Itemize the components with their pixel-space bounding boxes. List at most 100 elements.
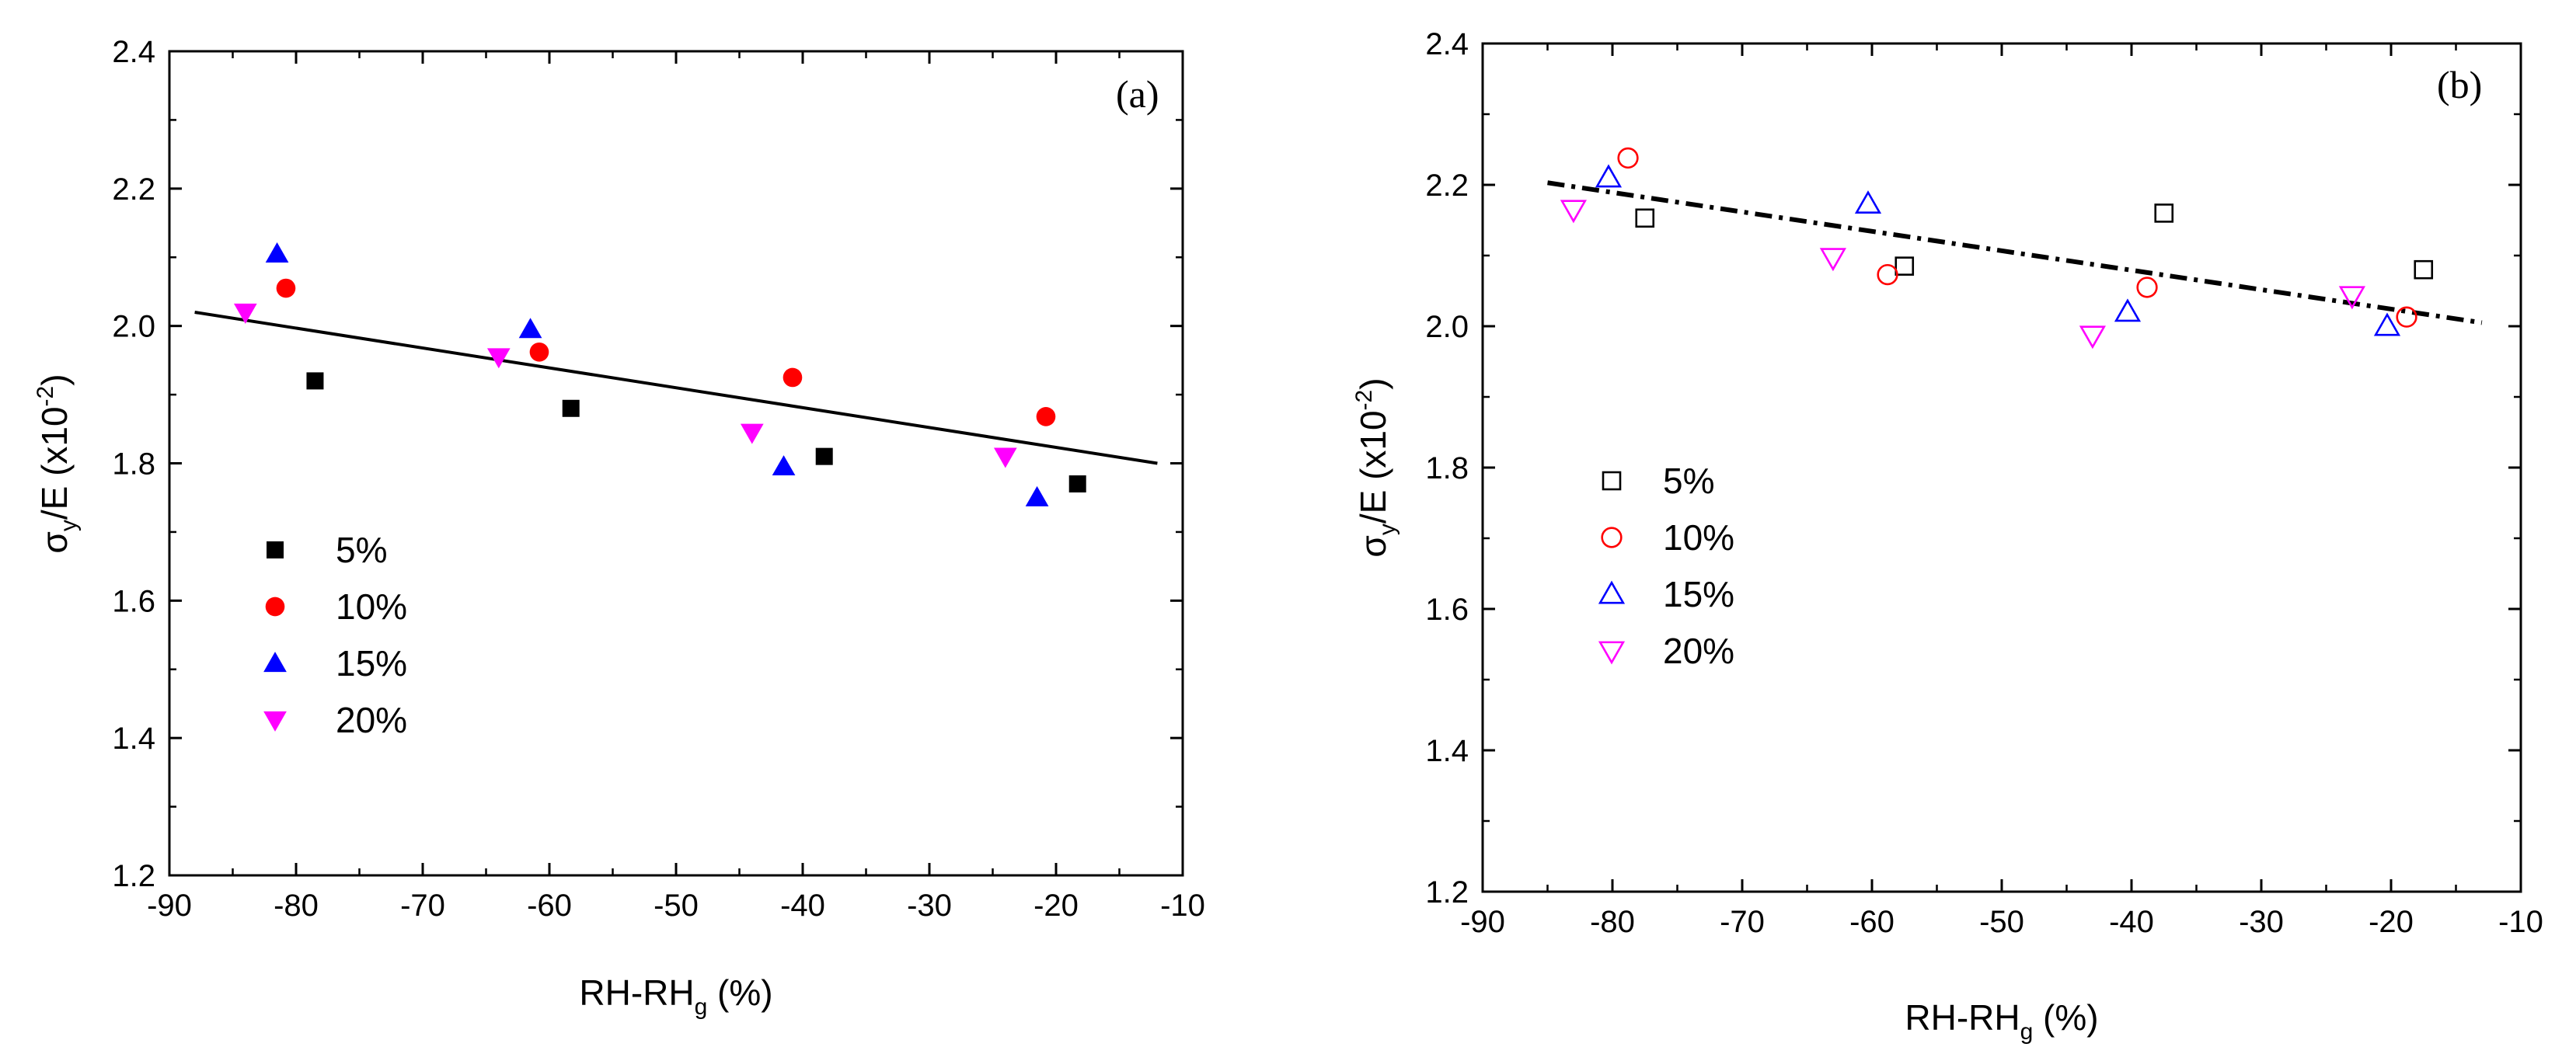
x-axis-unit-b: (%) <box>2033 997 2098 1038</box>
x-tick-label: -90 <box>147 889 192 923</box>
x-tick-label: -50 <box>1979 905 2024 939</box>
data-point-circle-a <box>1036 407 1056 426</box>
data-point-triangle-up-b <box>1595 164 1623 188</box>
x-tick-label: -20 <box>2369 905 2414 939</box>
x-tick-label: -80 <box>1590 905 1635 939</box>
y-tick-label: 1.2 <box>112 859 155 893</box>
y-axis-mid-a: /E (x10 <box>34 406 75 520</box>
x-axis-title-b: RH-RHg (%) <box>1905 997 2098 1045</box>
y-axis-mid-b: /E (x10 <box>1353 410 1393 524</box>
legend-marker-triangle-down-b <box>1598 641 1626 665</box>
data-point-triangle-up-b <box>1854 190 1882 214</box>
data-point-triangle-up-a <box>265 242 289 263</box>
x-tick-label: -40 <box>780 889 825 923</box>
y-tick-label: 1.2 <box>1425 875 1469 910</box>
legend-label-a: 20% <box>336 700 407 740</box>
x-axis-title-a: RH-RHg (%) <box>579 972 772 1020</box>
legend-marker-circle-a <box>265 597 285 617</box>
y-axis-sigma-a: σ <box>34 531 75 553</box>
legend-marker-triangle-down-a <box>263 711 287 732</box>
tick-labels-b: -90 -80 -70 -60 -50 -40 -30 -20 -10 1.2 1.4 1.6 1.8 2… <box>1425 27 2543 939</box>
ticks-a <box>168 50 1184 877</box>
legend-marker-square-b <box>1602 471 1622 491</box>
data-point-circle-b <box>2396 306 2417 328</box>
data-point-triangle-up-b <box>2373 312 2401 336</box>
x-axis-unit-a: (%) <box>707 972 772 1013</box>
plot-frame-a <box>168 50 1184 877</box>
markers-a <box>233 242 1086 506</box>
data-point-square-b <box>2414 259 2434 280</box>
legend-b: 5% 10% 15% 20% <box>1598 461 1734 671</box>
legend-marker-circle-b <box>1601 527 1623 548</box>
legend-label-b: 10% <box>1663 517 1734 558</box>
data-point-triangle-down-b <box>2338 286 2365 310</box>
legend-marker-triangle-up-b <box>1598 580 1626 604</box>
legend-label-b: 20% <box>1663 631 1734 671</box>
data-point-circle-a <box>529 342 549 362</box>
x-tick-label: -60 <box>1849 905 1895 939</box>
y-tick-label: 1.4 <box>1425 734 1469 768</box>
data-point-triangle-down-a <box>740 423 764 444</box>
x-tick-label: -30 <box>2239 905 2284 939</box>
y-tick-label: 2.4 <box>112 35 155 69</box>
data-point-triangle-down-a <box>233 303 257 324</box>
data-point-triangle-down-b <box>2079 325 2106 350</box>
panel-a: -90 -80 -70 -60 -50 -40 -30 -20 -10 1.2 1.4 1.6 1.8 2… <box>33 35 1205 1020</box>
data-point-triangle-down-a <box>486 348 511 369</box>
x-tick-label: -70 <box>400 889 445 923</box>
legend-label-a: 15% <box>336 643 407 684</box>
y-axis-title-a: σy/E (x10-2) <box>33 374 82 553</box>
data-point-square-b <box>1635 208 1655 228</box>
y-tick-label: 2.0 <box>112 310 155 344</box>
x-tick-label: -10 <box>2498 905 2543 939</box>
x-axis-main-b: RH-RH <box>1905 997 2020 1038</box>
data-point-square-a <box>306 372 324 390</box>
y-axis-close-a: ) <box>34 374 75 385</box>
data-point-square-b <box>1895 256 1915 276</box>
x-tick-label: -40 <box>2109 905 2154 939</box>
x-axis-sub-b: g <box>2020 1019 2034 1045</box>
legend-label-b: 15% <box>1663 574 1734 614</box>
x-tick-label: -80 <box>274 889 319 923</box>
y-axis-close-b: ) <box>1353 377 1393 389</box>
legend-a: 5% 10% 15% 20% <box>263 530 407 740</box>
data-point-triangle-up-a <box>772 455 796 476</box>
fit-line-a <box>194 311 1158 465</box>
x-axis-main-a: RH-RH <box>579 972 694 1013</box>
legend-label-a: 5% <box>336 530 387 570</box>
data-point-circle-a <box>276 278 296 298</box>
data-point-circle-a <box>783 367 803 388</box>
x-tick-label: -50 <box>654 889 699 923</box>
y-tick-label: 1.6 <box>112 584 155 618</box>
fit-line-b <box>1547 180 2483 325</box>
panel-label-a: (a) <box>1116 72 1159 116</box>
y-tick-label: 1.8 <box>112 447 155 482</box>
y-axis-sigma-b: σ <box>1353 535 1393 557</box>
x-tick-label: -20 <box>1034 889 1079 923</box>
y-axis-exp-a: -2 <box>33 386 58 407</box>
legend-marker-square-a <box>267 541 284 558</box>
tick-labels-a: -90 -80 -70 -60 -50 -40 -30 -20 -10 1.2 1.4 1.6 1.8 2… <box>112 35 1205 923</box>
legend-label-b: 5% <box>1663 461 1714 501</box>
panel-b: -90 -80 -70 -60 -50 -40 -30 -20 -10 1.2 1.4 1.6 1.8 2… <box>1351 27 2543 1045</box>
plot-frame-b <box>1481 42 2522 893</box>
markers-b <box>1560 147 2434 350</box>
y-axis-exp-b: -2 <box>1351 390 1377 411</box>
y-tick-label: 2.2 <box>112 172 155 207</box>
data-point-triangle-up-a <box>1025 485 1049 506</box>
data-point-circle-b <box>1617 147 1639 169</box>
y-tick-label: 2.2 <box>1425 169 1469 203</box>
x-tick-label: -90 <box>1460 905 1505 939</box>
y-tick-label: 1.8 <box>1425 451 1469 485</box>
data-point-circle-b <box>2136 277 2158 298</box>
data-point-triangle-up-b <box>2114 298 2142 322</box>
x-axis-sub-a: g <box>695 994 708 1020</box>
data-point-triangle-down-b <box>1560 200 1587 224</box>
legend-label-a: 10% <box>336 586 407 627</box>
data-point-circle-b <box>1877 263 1898 286</box>
data-point-square-b <box>2154 203 2174 223</box>
data-point-triangle-up-a <box>518 318 542 339</box>
y-axis-sub-a: y <box>56 520 82 531</box>
y-axis-title-b: σy/E (x10-2) <box>1351 377 1400 557</box>
y-tick-label: 1.6 <box>1425 593 1469 627</box>
